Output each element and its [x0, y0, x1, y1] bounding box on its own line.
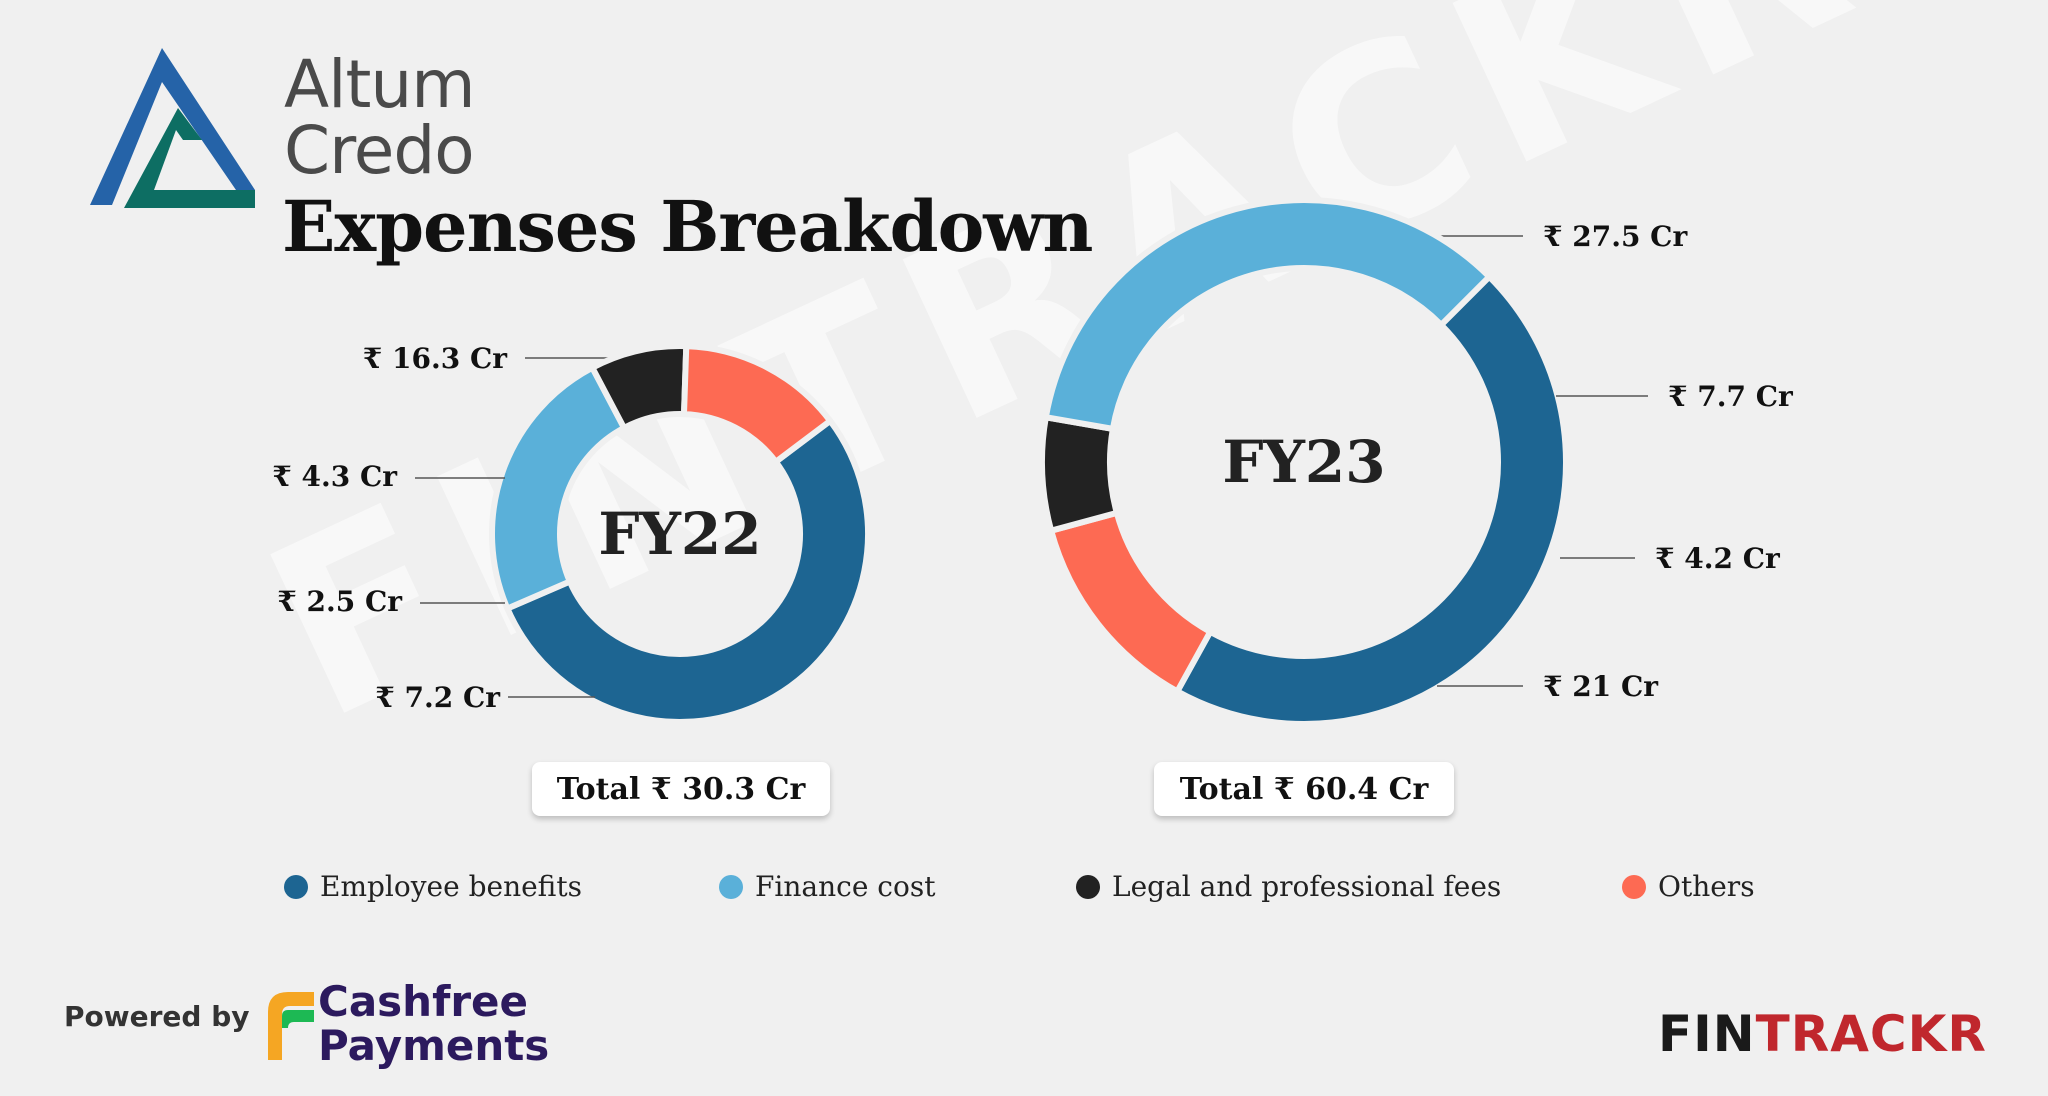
slice-value-label: ₹ 7.7 Cr — [1668, 380, 1794, 413]
powered-by-label: Powered by — [64, 1000, 250, 1033]
fy22-slice-employee-benefits — [503, 416, 871, 725]
brand-line-1: Altum — [284, 46, 475, 123]
fy22-slice-others — [680, 343, 835, 466]
legend-item-employee-benefits: Employee benefits — [284, 870, 582, 903]
legend-swatch — [719, 874, 743, 899]
legend-item-others: Others — [1622, 870, 1755, 903]
donut-center-label: FY23 — [1222, 428, 1385, 496]
fintrackr-wordmark: FINTRACKR — [1658, 1005, 1987, 1063]
legend-label: Others — [1658, 870, 1755, 903]
altum-credo-logo-icon — [90, 48, 255, 208]
slice-value-label: ₹ 16.3 Cr — [363, 342, 508, 375]
legend-label: Employee benefits — [320, 870, 582, 903]
cashfree-line-1: Cashfree — [318, 977, 529, 1026]
fy23-slice-employee-benefits — [1173, 272, 1569, 727]
legend-swatch — [1076, 874, 1100, 899]
fintrackr-part-1: FIN — [1658, 1005, 1756, 1063]
slice-value-label: ₹ 21 Cr — [1543, 670, 1659, 703]
fy22-total-badge: Total ₹ 30.3 Cr — [532, 762, 830, 816]
slice-value-label: ₹ 27.5 Cr — [1543, 220, 1688, 253]
slice-value-label: ₹ 4.2 Cr — [1655, 542, 1781, 575]
fintrackr-part-2: TRACKR — [1755, 1005, 1987, 1063]
slice-value-label: ₹ 7.2 Cr — [375, 681, 501, 714]
donut-center-label: FY22 — [598, 500, 761, 568]
slice-value-label: ₹ 2.5 Cr — [277, 585, 403, 618]
slice-value-label: ₹ 4.3 Cr — [272, 460, 398, 493]
fy23-slice-finance-cost — [1042, 197, 1494, 433]
cashfree-line-2: Payments — [318, 1021, 550, 1070]
legend-item-finance-cost: Finance cost — [719, 870, 935, 903]
cashfree-wordmark: Cashfree Payments — [318, 980, 549, 1068]
brand-name: Altum Credo — [284, 52, 475, 184]
legend-label: Legal and professional fees — [1112, 870, 1502, 903]
legend-swatch — [284, 874, 308, 899]
chart-legend: Employee benefits Finance cost Legal and… — [0, 870, 2048, 910]
legend-item-legal-fees: Legal and professional fees — [1076, 870, 1501, 903]
legend-swatch — [1622, 874, 1646, 899]
fy22-slice-finance-cost — [489, 363, 629, 613]
fy23-slice-others — [1047, 509, 1215, 696]
page-title: Expenses Breakdown — [282, 185, 1093, 268]
legend-label: Finance cost — [755, 870, 936, 903]
fy23-total-badge: Total ₹ 60.4 Cr — [1154, 762, 1454, 816]
fy23-slice-legal-and-professional-fees — [1039, 413, 1121, 535]
brand-line-2: Credo — [284, 112, 475, 189]
cashfree-logo-icon — [268, 992, 314, 1060]
